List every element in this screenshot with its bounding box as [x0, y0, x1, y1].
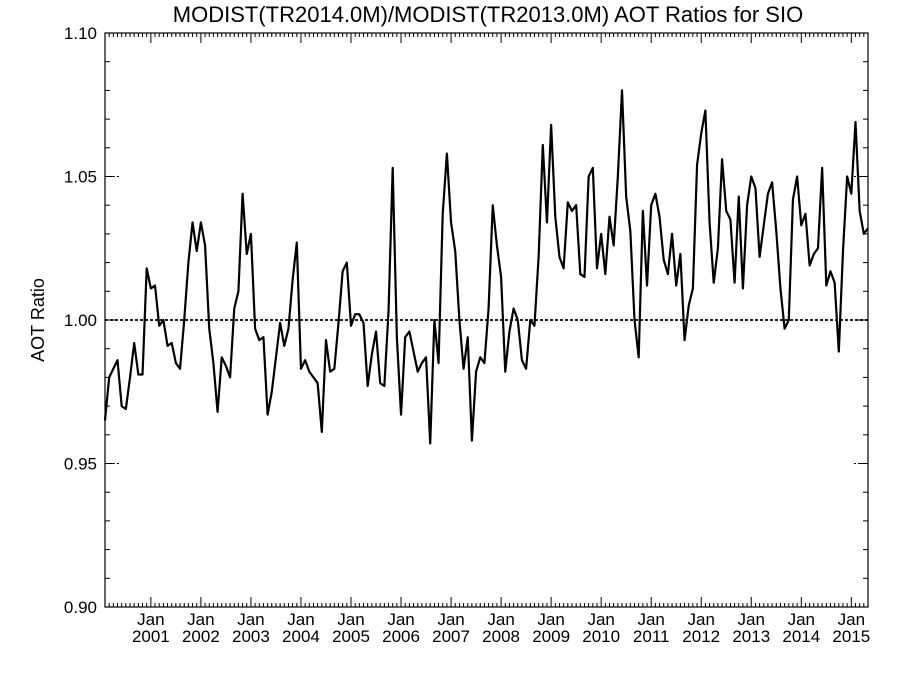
y-axis-label: AOT Ratio	[28, 278, 48, 362]
x-tick-label-month: Jan	[437, 610, 464, 629]
x-tick-label-year: 2002	[182, 627, 220, 646]
x-tick-label-year: 2001	[132, 627, 170, 646]
x-tick-label-month: Jan	[237, 610, 264, 629]
x-tick-label-month: Jan	[587, 610, 614, 629]
x-tick-label-month: Jan	[688, 610, 715, 629]
y-tick-label: 1.00	[64, 311, 97, 330]
x-tick-label-year: 2008	[482, 627, 520, 646]
x-tick-label-month: Jan	[637, 610, 664, 629]
x-tick-label-year: 2013	[732, 627, 770, 646]
chart-title: MODIST(TR2014.0M)/MODIST(TR2013.0M) AOT …	[173, 2, 803, 27]
x-tick-label-month: Jan	[537, 610, 564, 629]
x-tick-label-month: Jan	[337, 610, 364, 629]
series-line	[103, 89, 869, 445]
x-tick-label-year: 2010	[582, 627, 620, 646]
x-tick-label-year: 2009	[532, 627, 570, 646]
x-tick-label-year: 2005	[332, 627, 370, 646]
y-tick-label: 0.90	[64, 598, 97, 617]
x-tick-label-year: 2004	[282, 627, 320, 646]
x-tick-label-month: Jan	[738, 610, 765, 629]
x-tick-label-year: 2007	[432, 627, 470, 646]
x-tick-label-month: Jan	[187, 610, 214, 629]
x-tick-label-year: 2012	[682, 627, 720, 646]
x-tick-label-year: 2014	[782, 627, 820, 646]
x-tick-label-year: 2006	[382, 627, 420, 646]
x-tick-label-month: Jan	[838, 610, 865, 629]
x-tick-label-year: 2011	[633, 627, 670, 646]
x-tick-label-month: Jan	[287, 610, 314, 629]
x-tick-label-month: Jan	[387, 610, 414, 629]
y-tick-label: 1.05	[64, 168, 97, 187]
x-tick-label-year: 2015	[832, 627, 870, 646]
x-tick-label-month: Jan	[788, 610, 815, 629]
y-tick-label: 0.95	[64, 455, 97, 474]
x-tick-label-month: Jan	[487, 610, 514, 629]
x-tick-label-year: 2003	[232, 627, 270, 646]
x-tick-label-month: Jan	[137, 610, 164, 629]
reference-lines	[105, 176, 868, 464]
x-axis: Jan2001Jan2002Jan2003Jan2004Jan2005Jan20…	[104, 33, 870, 646]
y-tick-label: 1.10	[64, 24, 97, 43]
